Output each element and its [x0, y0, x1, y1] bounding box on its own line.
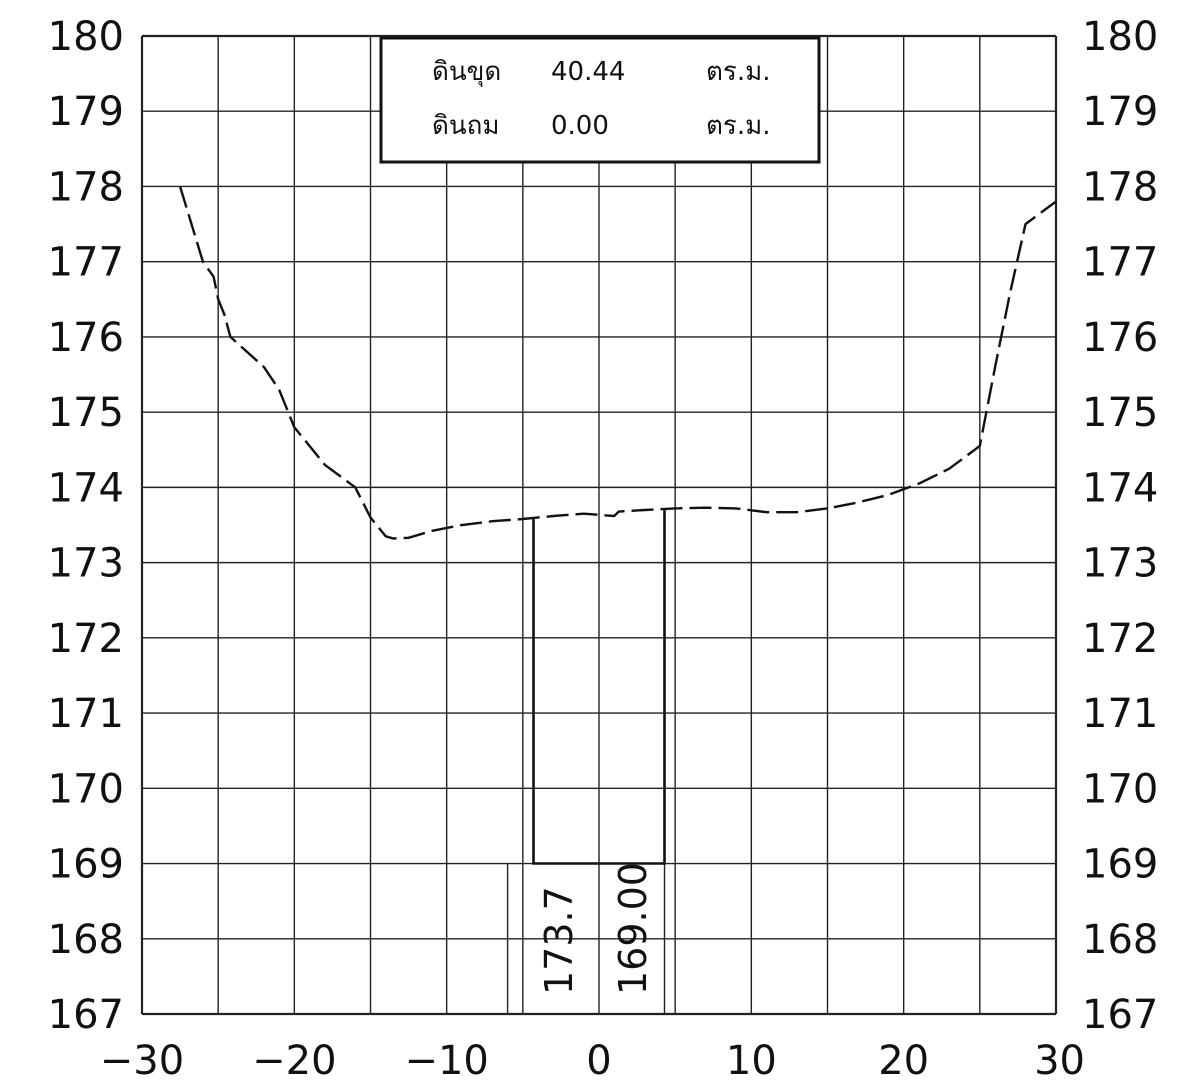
structure-outline	[506, 510, 666, 1014]
y-tick-label-left: 176	[48, 315, 124, 361]
x-tick-label: −20	[252, 1038, 336, 1084]
x-tick-label: 0	[586, 1038, 611, 1084]
y-tick-label-left: 170	[48, 766, 124, 812]
y-tick-label-left: 178	[48, 164, 124, 210]
y-tick-label-left: 169	[48, 842, 124, 888]
ground-profile-line	[178, 186, 1057, 540]
y-tick-label-right: 173	[1082, 541, 1158, 587]
y-tick-label-right: 179	[1082, 89, 1158, 135]
legend-row1-unit: ตร.ม.	[706, 57, 771, 87]
legend-row1-value: 40.44	[551, 57, 625, 87]
y-tick-label-right: 178	[1082, 164, 1158, 210]
y-tick-label-left: 180	[48, 14, 124, 60]
legend-row2-label: ดินถม	[432, 111, 500, 141]
x-tick-label: 10	[726, 1038, 777, 1084]
y-tick-label-right: 168	[1082, 917, 1158, 963]
y-tick-label-left: 175	[48, 390, 124, 436]
y-tick-label-right: 177	[1082, 240, 1158, 286]
y-tick-label-right: 171	[1082, 691, 1158, 737]
legend-row2-value: 0.00	[551, 111, 609, 141]
vertical-label-right: 169.00	[611, 862, 655, 995]
legend-row1-label: ดินขุด	[432, 57, 501, 87]
structure-polyline	[532, 510, 666, 865]
y-tick-label-right: 170	[1082, 766, 1158, 812]
ground-profile	[178, 186, 1057, 540]
y-tick-label-right: 167	[1082, 992, 1158, 1038]
y-tick-label-right: 175	[1082, 390, 1158, 436]
y-tick-label-left: 172	[48, 616, 124, 662]
x-tick-label: −10	[404, 1038, 488, 1084]
y-tick-label-right: 169	[1082, 842, 1158, 888]
x-tick-label: −30	[100, 1038, 184, 1084]
x-tick-label: 20	[878, 1038, 929, 1084]
vertical-label-left: 173.7	[537, 886, 581, 995]
vertical-labels: 173.7 169.00	[537, 862, 655, 995]
y-tick-label-left: 171	[48, 691, 124, 737]
legend-row2-unit: ตร.ม.	[706, 111, 771, 141]
y-tick-label-left: 177	[48, 240, 124, 286]
y-tick-label-left: 174	[48, 465, 124, 511]
y-tick-labels-left: 167 168 169 170 171 172 173 174 175 176 177 178 179 1…	[48, 14, 124, 1038]
y-tick-label-left: 173	[48, 541, 124, 587]
x-tick-labels: −30 −20 −10 0 10 20 30	[100, 1038, 1085, 1084]
y-tick-labels-right: 167 168 169 170 171 172 173 174 175 176 177 178 179 1…	[1082, 14, 1158, 1038]
grid-lines	[140, 34, 1058, 1016]
x-tick-label: 30	[1034, 1038, 1085, 1084]
y-tick-label-left: 179	[48, 89, 124, 135]
y-tick-label-left: 168	[48, 917, 124, 963]
y-tick-label-right: 172	[1082, 616, 1158, 662]
y-tick-label-right: 176	[1082, 315, 1158, 361]
y-tick-label-right: 180	[1082, 14, 1158, 60]
y-tick-label-right: 174	[1082, 465, 1158, 511]
y-tick-label-left: 167	[48, 992, 124, 1038]
legend-box: ดินขุด 40.44 ตร.ม. ดินถม 0.00 ตร.ม.	[379, 36, 821, 164]
